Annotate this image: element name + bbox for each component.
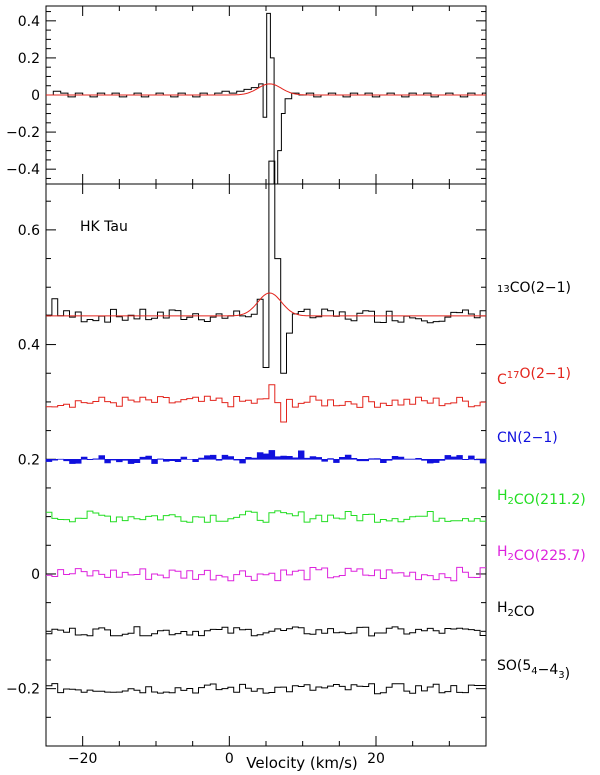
line-label-part: H bbox=[497, 600, 508, 616]
line-labels: 13CO(2−1)C17O(2−1)CN(2−1)H2CO(211.2)H2CO… bbox=[497, 280, 586, 682]
x-axis-label: Velocity (km/s) bbox=[246, 754, 357, 772]
line-label-part: CO bbox=[514, 604, 535, 620]
line-label-part: 17 bbox=[507, 370, 520, 381]
line-label-part: CN(2−1) bbox=[497, 430, 558, 446]
spectrum-series-6 bbox=[46, 683, 486, 695]
bottom-panel: 0.6 0.4 0.2 0 −0.2 −20 0 20 bbox=[6, 160, 487, 767]
line-label-part: CO(225.7) bbox=[514, 548, 586, 564]
y-tick-label: 0 bbox=[31, 567, 40, 583]
line-label-part: CO(2−1) bbox=[510, 280, 571, 296]
line-label-3: H2CO(211.2) bbox=[497, 488, 586, 508]
source-label: HK Tau bbox=[80, 219, 128, 235]
spectrum-series-0 bbox=[46, 160, 486, 374]
x-tick-label: −20 bbox=[68, 751, 98, 767]
line-label-4: H2CO(225.7) bbox=[497, 544, 586, 564]
spectrum-series-5 bbox=[46, 626, 486, 637]
x-tick-label: 0 bbox=[225, 751, 234, 767]
line-label-part: O(2−1) bbox=[520, 366, 572, 382]
line-label-part: 3 bbox=[558, 670, 564, 681]
line-label-part: C bbox=[497, 372, 507, 388]
line-label-0: 13CO(2−1) bbox=[497, 280, 571, 296]
line-label-part: 4 bbox=[531, 666, 537, 677]
y-tick-label: 0.6 bbox=[18, 223, 40, 239]
spectrum-series-1 bbox=[46, 384, 486, 423]
y-tick-label: 0.2 bbox=[18, 51, 40, 67]
y-tick-label: −0.2 bbox=[6, 125, 40, 141]
line-label-2: CN(2−1) bbox=[497, 430, 558, 446]
y-tick-label: −0.4 bbox=[6, 162, 40, 178]
line-label-part: CO(211.2) bbox=[514, 492, 586, 508]
y-tick-label: 0.2 bbox=[18, 452, 40, 468]
spectrum-series-2 bbox=[45, 450, 487, 464]
line-label-6: SO(54−43) bbox=[497, 658, 570, 682]
line-label-5: H2CO bbox=[497, 600, 535, 620]
line-label-part: 2 bbox=[508, 608, 514, 619]
line-label-part: ) bbox=[565, 666, 570, 682]
y-tick-label: 0 bbox=[31, 88, 40, 104]
fit-curve bbox=[46, 292, 486, 317]
top-panel: 0.4 0.2 0 −0.2 −0.4 bbox=[6, 5, 487, 185]
line-label-part: 2 bbox=[508, 552, 514, 563]
line-label-1: C17O(2−1) bbox=[497, 366, 571, 388]
line-label-part: −4 bbox=[538, 662, 559, 678]
top-series-0 bbox=[46, 12, 486, 185]
spectrum-series-3 bbox=[46, 510, 486, 523]
line-label-part: 2 bbox=[508, 496, 514, 507]
line-label-part: H bbox=[497, 488, 508, 504]
x-tick-label: 20 bbox=[367, 751, 385, 767]
line-label-part: H bbox=[497, 544, 508, 560]
line-label-part: SO(5 bbox=[497, 658, 531, 674]
plot-frame bbox=[45, 183, 487, 747]
line-label-part: 13 bbox=[497, 284, 510, 295]
spectrum-series-4 bbox=[46, 566, 486, 582]
y-tick-label: 0.4 bbox=[18, 338, 40, 354]
top-series-1 bbox=[46, 83, 486, 96]
y-tick-label: −0.2 bbox=[6, 682, 40, 698]
y-tick-label: 0.4 bbox=[18, 14, 40, 30]
